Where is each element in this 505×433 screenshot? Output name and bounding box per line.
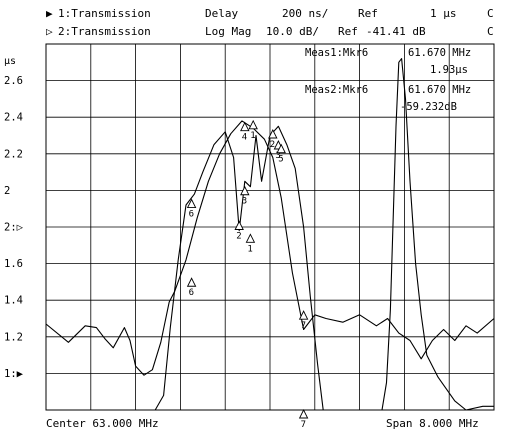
channel1-scale[interactable]: 200 ns/ [282,7,329,20]
channel1-ref-value[interactable]: 1 µs [430,7,457,20]
channel2-ref-value[interactable]: -41.41 dB [366,25,426,38]
marker-triangle [245,233,256,243]
y-tick-label: 2:▷ [4,222,24,234]
marker-triangle [186,198,197,208]
marker-label: 6 [189,210,194,220]
y-tick-label: 2 [4,185,10,197]
channel2-format[interactable]: Log Mag [205,25,252,38]
marker-triangle [240,185,250,196]
marker-triangle [298,408,309,419]
channel1-marker-icon: ▶ [46,7,53,20]
y-tick-label: 2.2 [4,148,23,160]
meas2-value: -59.232dB [400,101,457,113]
meas1-frequency: 61.670 MHz [408,47,472,59]
marker-triangle [240,121,250,132]
channel2-scale[interactable]: 10.0 dB/ [266,25,319,38]
meas1-label: Meas1:Mkr6 [305,47,369,59]
marker-triangle [298,310,309,320]
marker-label: 3 [242,197,247,207]
channel2-ref-label: Ref [338,25,358,38]
y-tick-label: 1.4 [4,295,23,307]
channel2-label[interactable]: 2:Transmission [58,25,151,38]
y-tick-label: 1:▶ [4,368,24,380]
marker-label: 2 [236,232,241,242]
meas2-label: Meas2:Mkr6 [305,84,369,96]
channel2-flag: C [487,25,494,38]
trace-2 [144,58,494,411]
marker-label: 4 [242,133,247,143]
y-unit-label: µs [4,56,17,67]
channel2-marker-icon: ▷ [46,25,53,38]
center-frequency[interactable]: Center 63.000 MHz [46,417,159,430]
y-axis-labels: 2.6 2.4 2.2 2 2:▷ 1.6 1.4 1.2 1:▶ [4,75,24,380]
graticule [45,43,495,411]
marker-triangle [248,119,258,130]
marker-triangle [268,129,278,139]
y-tick-label: 2.4 [4,112,23,124]
marker-label: 7 [301,321,306,331]
y-tick-label: 2.6 [4,75,23,87]
marker-label: 1 [247,244,252,254]
marker-triangle [276,143,286,154]
meas2-frequency: 61.670 MHz [408,84,472,96]
marker-label: 7 [301,420,306,430]
channel1-format[interactable]: Delay [205,7,239,20]
channel1-label[interactable]: 1:Transmission [58,7,151,20]
marker-label: 5 [278,155,283,165]
marker-label: 3 [275,151,280,161]
y-tick-label: 1.2 [4,331,23,343]
marker-label: 2 [270,140,275,150]
channel1-ref-label: Ref [358,7,378,20]
marker-triangle [186,277,197,287]
meas1-value: 1.93µs [430,64,468,76]
marker-triangle [234,220,244,230]
marker-label: 1 [250,131,255,141]
channel1-flag: C [487,7,494,20]
y-tick-label: 1.6 [4,258,23,270]
marker-label: 6 [189,288,194,298]
span-frequency[interactable]: Span 8.000 MHz [386,417,479,430]
